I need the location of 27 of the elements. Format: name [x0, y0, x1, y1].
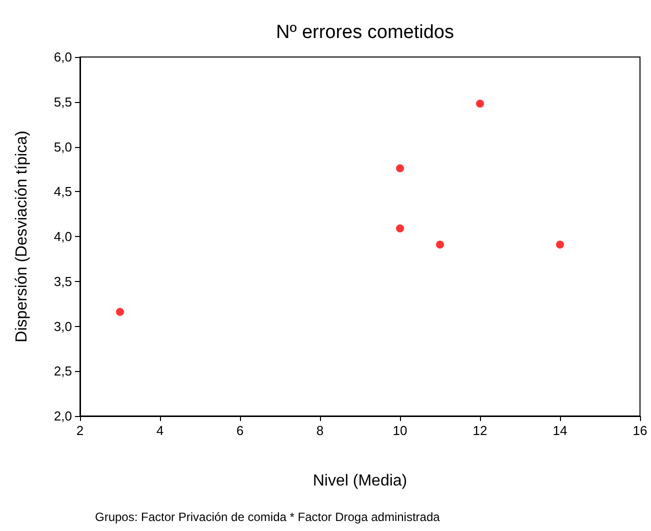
y-tick-label: 3,0 — [54, 318, 72, 334]
point — [116, 308, 124, 316]
x-tick-label: 4 — [156, 423, 164, 438]
text: Grupos: Factor Privación de comida * Factor Droga administrada — [95, 510, 440, 524]
x-axis-title: Nivel (Media) — [312, 472, 408, 490]
x-tick-label: 14 — [552, 423, 568, 438]
x-tick-label: 12 — [472, 423, 488, 438]
point — [396, 164, 404, 172]
point — [436, 240, 444, 249]
y-tick-label: 6,0 — [54, 50, 72, 64]
x-tick-label: 10 — [392, 423, 408, 438]
y-tick-label: 2,0 — [54, 408, 72, 424]
y-tick-label: 4,5 — [54, 184, 72, 200]
x-tick-label: 16 — [632, 423, 648, 438]
y-tick-label: 5,5 — [54, 94, 72, 110]
point — [556, 240, 564, 249]
x-tick-label: 2 — [76, 423, 84, 438]
x-tick-label: 8 — [316, 423, 324, 438]
point — [476, 100, 484, 108]
y-axis-title: Dispersión (Desviación típica) — [14, 130, 30, 342]
y-tick-label: 5,0 — [54, 139, 72, 154]
y-tick-label: 4,0 — [54, 229, 72, 244]
x-tick-label: 6 — [236, 423, 244, 438]
y-tick-label: 3,5 — [54, 274, 72, 289]
point — [396, 224, 404, 232]
chart-title: Nº errores cometidos — [276, 22, 454, 43]
y-tick-label: 2,5 — [54, 364, 72, 379]
